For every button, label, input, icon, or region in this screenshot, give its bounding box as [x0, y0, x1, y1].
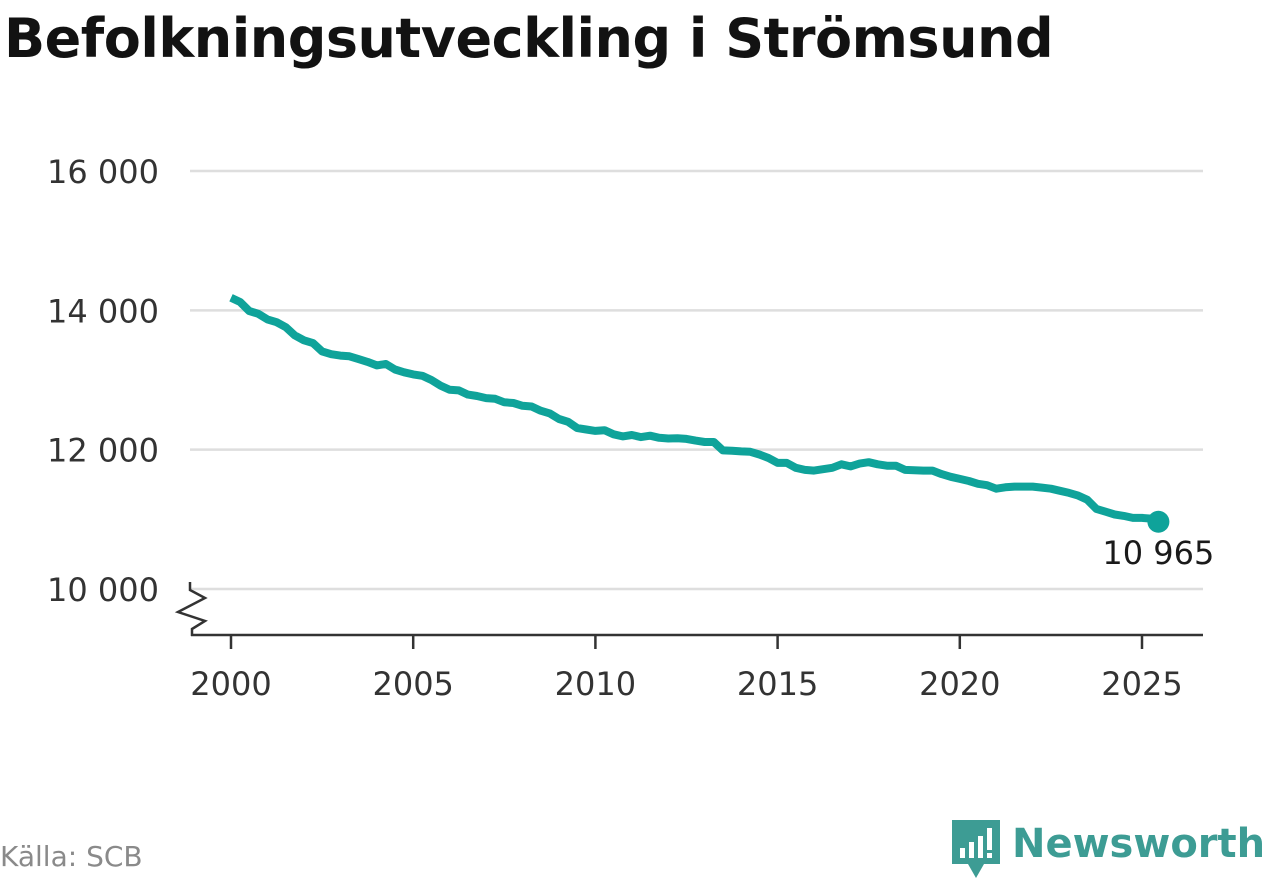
x-tick-label: 2010 [555, 665, 636, 703]
y-tick-label: 14 000 [47, 292, 159, 330]
x-axis-ticks: 2000 2005 2010 2015 2020 2025 [190, 635, 1183, 703]
series-line-0 [229, 294, 1161, 526]
end-value-label: 10 965 [1102, 534, 1214, 572]
chart-title: Befolkningsutveckling i Strömsund [4, 7, 1054, 70]
x-tick-label: 2005 [372, 665, 453, 703]
line-chart: 10 000 12 000 14 000 16 000 2000 2005 2010 201… [47, 153, 1214, 703]
y-tick-label: 16 000 [47, 153, 159, 191]
y-tick-label: 12 000 [47, 432, 159, 470]
y-tick-label: 10 000 [47, 571, 159, 609]
x-tick-label: 2015 [737, 665, 818, 703]
y-axis-ticks: 10 000 12 000 14 000 16 000 [47, 153, 159, 609]
y-axis-break-mark [174, 582, 208, 636]
newsworthy-logo-icon [952, 820, 1000, 878]
end-point-marker [1147, 510, 1170, 533]
grid-lines [190, 169, 1203, 591]
x-tick-label: 2020 [919, 665, 1000, 703]
brand-logo: Newsworthy [950, 818, 1262, 882]
series-layer: 10 965 [229, 294, 1214, 572]
x-tick-label: 2025 [1101, 665, 1182, 703]
x-tick-label: 2000 [190, 665, 271, 703]
source-note: Källa: SCB [0, 840, 143, 873]
x-axis [174, 582, 1203, 637]
brand-name: Newsworthy [1012, 821, 1262, 867]
